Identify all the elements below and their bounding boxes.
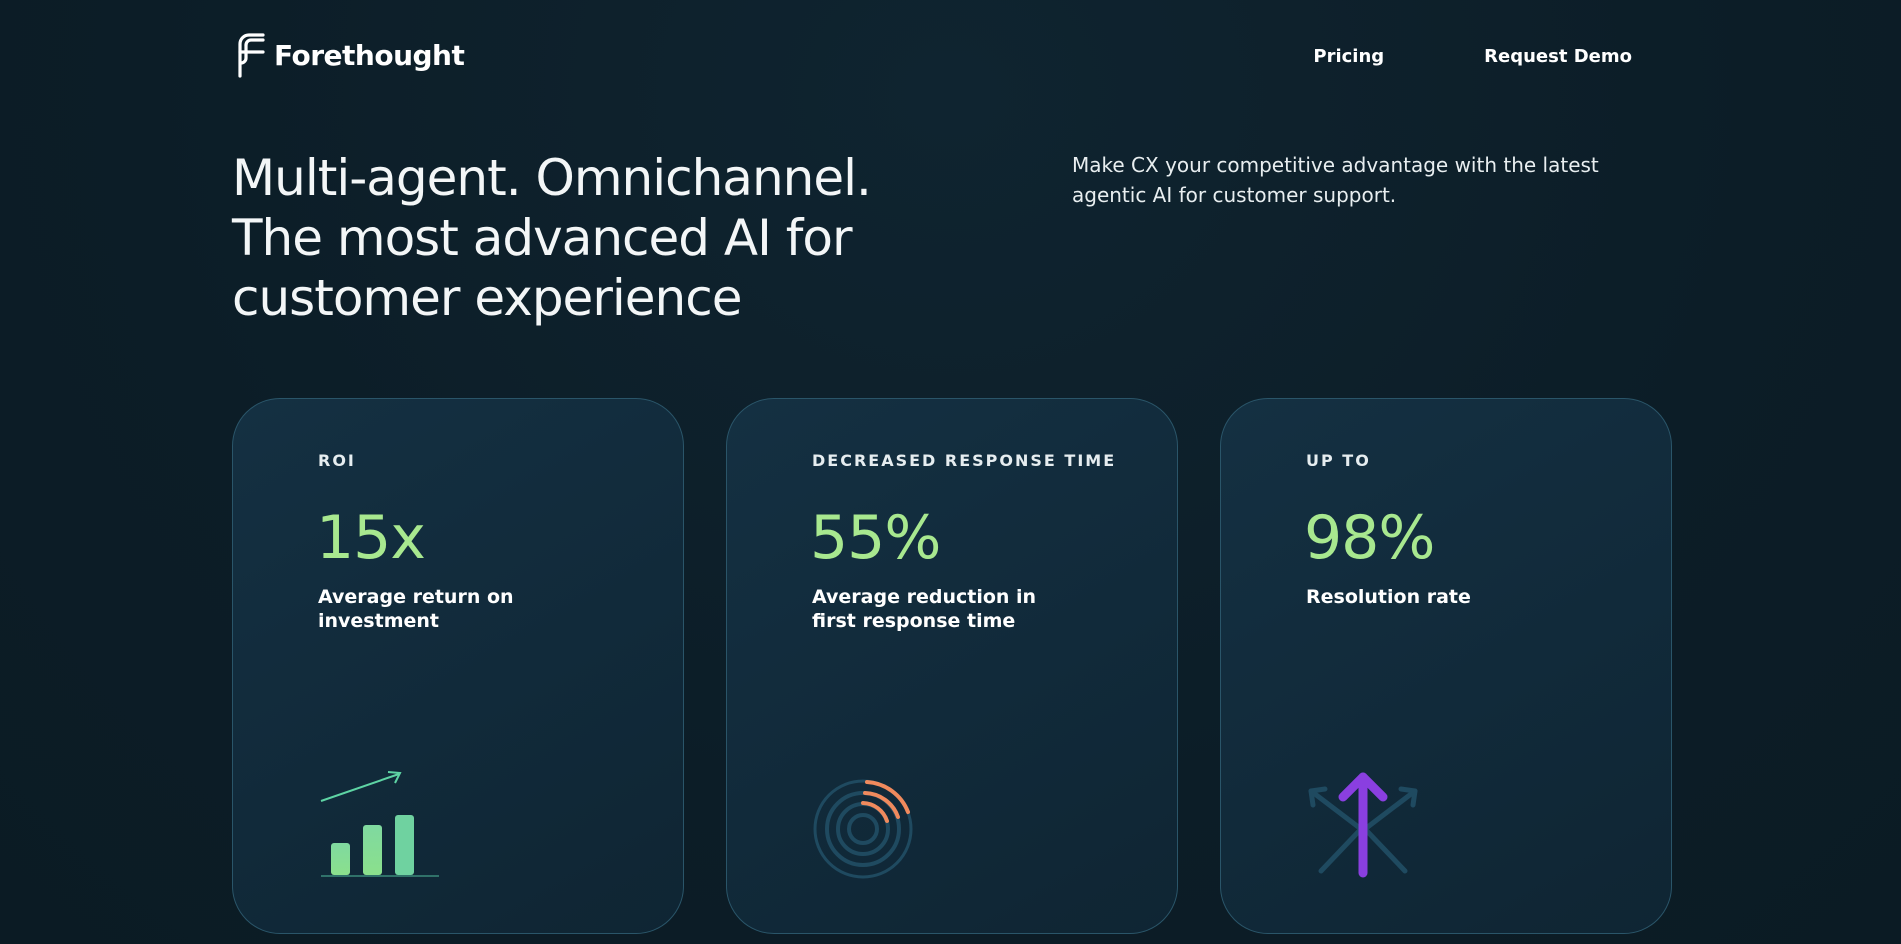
- site-header: Forethought Pricing Request Demo: [232, 32, 1632, 82]
- nav-request-demo-link[interactable]: Request Demo: [1484, 46, 1632, 67]
- stat-description: Resolution rate: [1306, 586, 1471, 608]
- top-nav: Pricing Request Demo: [1313, 46, 1632, 67]
- stat-value: 15x: [316, 503, 426, 573]
- headline-line: The most advanced AI for: [232, 209, 853, 267]
- logo-link[interactable]: Forethought: [232, 32, 465, 78]
- hero-headline: Multi-agent. Omnichannel. The most advan…: [232, 148, 992, 328]
- nav-pricing-link[interactable]: Pricing: [1313, 46, 1385, 67]
- stat-card-resolution: UP TO 98% Resolution rate: [1220, 398, 1672, 934]
- stat-card-roi: ROI 15x Average return on investment: [232, 398, 684, 934]
- stat-label: DECREASED RESPONSE TIME: [812, 451, 1117, 470]
- stat-description: Average return on investment: [318, 586, 514, 632]
- stat-description: Average reduction in first response time: [812, 586, 1037, 632]
- radar-signal-icon: [807, 769, 937, 893]
- stat-value: 55%: [810, 503, 941, 573]
- arrows-up-icon: [1301, 769, 1441, 883]
- growth-bar-chart-icon: [313, 769, 443, 883]
- hero-subcopy: Make CX your competitive advantage with …: [1072, 153, 1599, 207]
- logo-text: Forethought: [274, 38, 465, 72]
- stat-label: ROI: [318, 451, 356, 470]
- stat-value: 98%: [1304, 503, 1435, 573]
- stat-label: UP TO: [1306, 451, 1371, 470]
- headline-line: customer experience: [232, 269, 742, 327]
- stat-card-response-time: DECREASED RESPONSE TIME 55% Average redu…: [726, 398, 1178, 934]
- forethought-logo-icon: [238, 33, 265, 78]
- headline-line: Multi-agent. Omnichannel.: [232, 149, 872, 207]
